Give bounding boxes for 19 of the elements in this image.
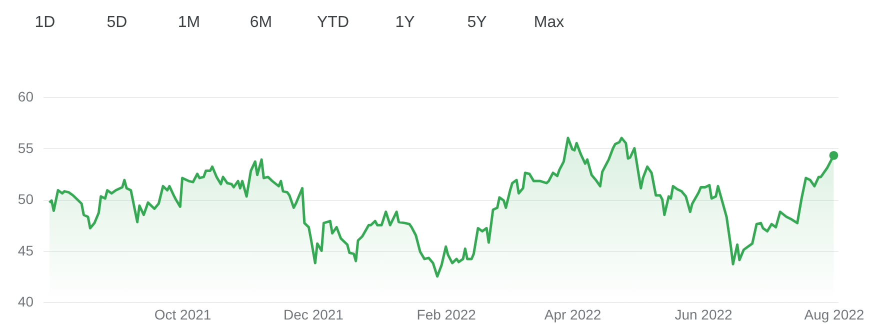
text: 1D [34, 14, 56, 31]
text: 1M [178, 14, 200, 31]
x-tick-label: Feb 2022 [416, 306, 476, 322]
text: 5Y [467, 14, 488, 31]
y-tick-label: 50 [18, 191, 34, 207]
y-tick-label: 40 [18, 294, 34, 310]
y-tick-label: 55 [18, 140, 34, 156]
x-tick-label: Aug 2022 [804, 306, 864, 322]
x-tick-label: Dec 2021 [284, 306, 344, 322]
x-tick-label: Jun 2022 [674, 306, 733, 322]
y-tick-label: 45 [18, 242, 34, 258]
x-tick-label: Apr 2022 [544, 306, 602, 322]
text: 5D [106, 14, 128, 31]
x-tick-label: Oct 2021 [154, 306, 212, 322]
text: Max [534, 14, 564, 31]
y-tick-label: 60 [18, 88, 34, 104]
text: 1Y [395, 14, 416, 31]
text: 6M [250, 14, 272, 31]
text: YTD [317, 14, 349, 31]
